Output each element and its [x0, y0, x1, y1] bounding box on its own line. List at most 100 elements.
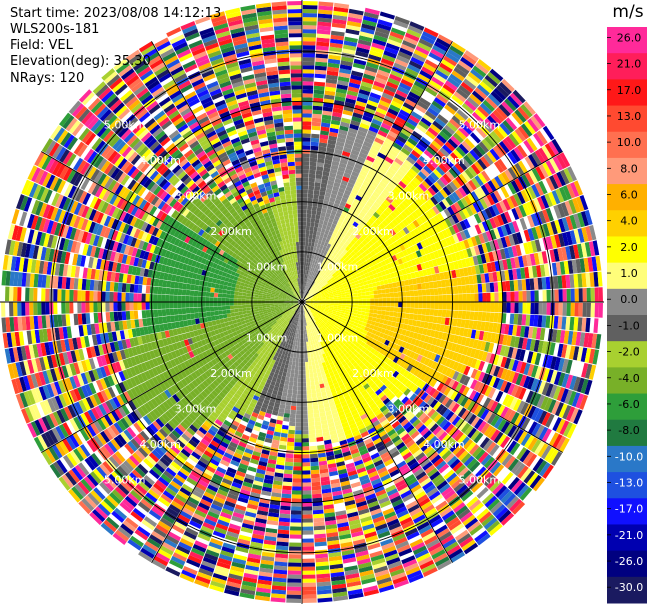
range-gate	[13, 302, 18, 317]
range-gate	[585, 226, 593, 242]
range-gate	[393, 287, 398, 293]
range-gate	[177, 295, 182, 302]
range-gate	[582, 288, 587, 302]
range-gate	[480, 273, 486, 284]
range-gate	[305, 299, 310, 302]
range-gate	[483, 196, 492, 208]
range-gate	[306, 221, 311, 227]
range-gate	[368, 271, 374, 277]
range-gate	[445, 183, 455, 194]
range-gate	[359, 282, 364, 287]
range-gate	[352, 259, 358, 265]
range-gate	[312, 234, 317, 240]
range-gate	[499, 122, 511, 136]
range-gate	[173, 295, 178, 302]
range-gate	[302, 145, 311, 150]
range-gate	[307, 246, 311, 251]
range-gate	[409, 203, 418, 212]
range-gate	[520, 123, 533, 137]
range-gate	[452, 243, 459, 253]
range-gate	[241, 304, 247, 309]
range-gate	[302, 189, 308, 194]
range-gate	[181, 308, 187, 315]
range-gate	[430, 196, 439, 206]
range-gate	[424, 282, 430, 289]
range-gate	[173, 288, 179, 296]
range-gate	[397, 213, 405, 222]
range-gate	[409, 284, 414, 291]
range-gate	[413, 236, 420, 244]
range-gate	[506, 258, 513, 270]
range-gate	[472, 146, 483, 158]
range-gate	[288, 169, 296, 175]
range-gate	[289, 222, 294, 227]
range-gate	[289, 45, 302, 50]
range-gate	[341, 295, 346, 298]
range-gate	[573, 180, 583, 196]
range-gate	[535, 225, 543, 239]
range-gate	[310, 290, 314, 294]
velocity-ppi	[1, 1, 603, 603]
range-gate	[308, 295, 313, 298]
range-gate	[470, 163, 481, 175]
range-gate	[288, 29, 302, 34]
range-gate	[389, 292, 395, 298]
range-gate	[157, 286, 163, 295]
range-gate	[356, 265, 362, 270]
range-gate	[173, 308, 179, 315]
range-gate	[370, 231, 377, 238]
range-gate	[427, 174, 437, 184]
range-gate	[316, 285, 320, 289]
range-gate	[413, 228, 421, 236]
range-gate	[321, 295, 326, 298]
range-gate	[348, 276, 354, 281]
range-gate	[542, 290, 547, 302]
range-gate	[395, 276, 401, 282]
range-gate	[462, 208, 471, 219]
range-gate	[226, 309, 231, 314]
range-gate	[487, 115, 499, 128]
range-gate	[395, 205, 404, 214]
range-gate	[313, 194, 319, 199]
range-gate	[422, 295, 427, 302]
range-gate	[217, 306, 223, 311]
range-gate	[409, 230, 417, 238]
range-gate	[290, 61, 302, 66]
range-gate	[287, 206, 293, 211]
range-gate	[447, 154, 458, 165]
range-gate	[314, 222, 319, 228]
range-gate	[302, 237, 306, 242]
range-gate	[205, 297, 210, 302]
range-gate	[185, 289, 191, 296]
range-gate	[545, 207, 554, 222]
range-gate	[444, 279, 450, 287]
range-gate	[109, 281, 115, 292]
range-gate	[583, 257, 590, 273]
range-gate	[317, 296, 322, 299]
range-gate	[485, 241, 492, 253]
range-gate	[534, 149, 546, 164]
range-gate	[210, 282, 216, 288]
range-gate	[469, 204, 478, 215]
range-gate	[375, 268, 381, 274]
range-gate	[165, 287, 171, 295]
range-gate	[282, 178, 290, 183]
range-gate	[352, 287, 357, 292]
range-gate	[324, 276, 329, 281]
range-gate	[526, 137, 538, 152]
range-gate	[376, 285, 382, 291]
range-gate	[333, 282, 338, 286]
range-gate	[591, 256, 598, 272]
range-gate	[430, 235, 438, 244]
range-gate	[442, 186, 452, 196]
range-gate	[302, 41, 316, 46]
range-gate	[435, 273, 441, 281]
range-gate	[439, 188, 449, 199]
range-gate	[377, 293, 383, 298]
range-gate	[420, 262, 427, 270]
range-gate	[296, 189, 302, 194]
range-gate	[285, 137, 294, 143]
range-gate	[403, 242, 410, 250]
range-gate	[29, 302, 34, 316]
range-gate	[302, 65, 315, 70]
